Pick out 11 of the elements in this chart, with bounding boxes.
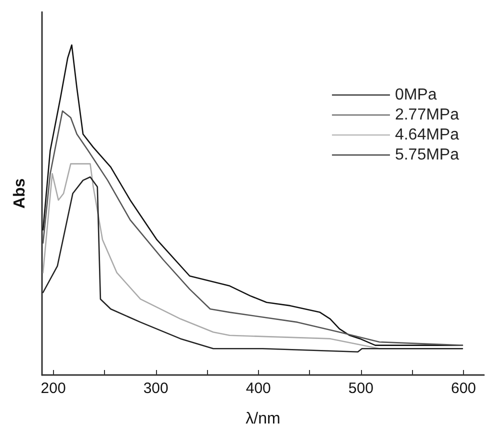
legend-label: 4.64MPa — [394, 126, 460, 144]
x-tick-label: 500 — [348, 380, 374, 397]
x-tick-label: 400 — [246, 380, 271, 397]
legend-label: 0MPa — [394, 86, 437, 104]
x-tick-label: 300 — [143, 380, 168, 397]
x-axis-title: λ/nm — [246, 410, 280, 428]
x-tick-label: 600 — [450, 380, 476, 397]
y-axis-title: Abs — [12, 178, 28, 209]
legend-label: 2.77MPa — [394, 106, 460, 124]
x-tick-label: 200 — [40, 380, 66, 397]
legend-label: 5.75MPa — [394, 146, 460, 164]
